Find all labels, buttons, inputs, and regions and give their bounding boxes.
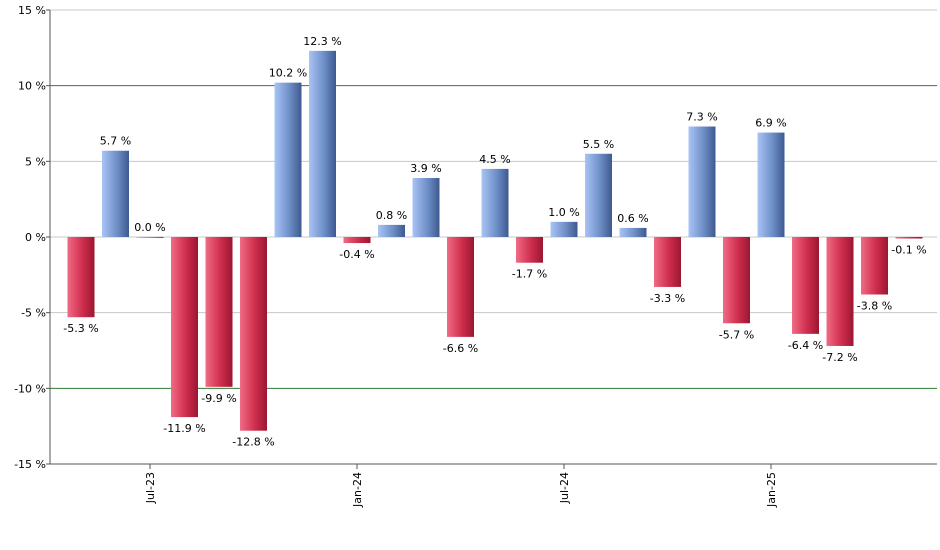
bar (688, 126, 716, 237)
bar (240, 237, 267, 431)
data-label: 1.0 % (548, 206, 579, 219)
data-label: 6.9 % (755, 117, 786, 130)
bar (171, 237, 198, 418)
x-tick-label: Jan-24 (351, 472, 364, 508)
bar (654, 237, 681, 287)
data-label: -5.7 % (719, 328, 754, 341)
x-tick-label: Jan-25 (765, 472, 778, 508)
bar (343, 237, 371, 244)
bar (205, 237, 233, 387)
bar (826, 237, 854, 346)
bar (895, 237, 923, 239)
bar (619, 227, 647, 237)
bar (136, 237, 164, 238)
data-label: 5.5 % (583, 138, 614, 151)
bar (792, 237, 819, 334)
data-label: 12.3 % (303, 35, 341, 48)
bar (481, 168, 509, 237)
data-label: 10.2 % (269, 67, 307, 80)
y-tick-label: -5 % (21, 307, 46, 320)
data-label: 0.6 % (617, 212, 648, 225)
data-label: -3.8 % (857, 300, 892, 313)
data-label: 0.8 % (376, 209, 407, 222)
data-label: -0.1 % (891, 244, 926, 257)
bars (67, 50, 923, 431)
data-label: -11.9 % (163, 422, 205, 435)
data-label: 5.7 % (100, 135, 131, 148)
x-tick-label: Jul-24 (558, 472, 571, 504)
data-label: 7.3 % (686, 111, 717, 124)
axes: 15 % 10 % 5 % 0 % -5 % -10 % -15 % Jul-23 Jan-24… (14, 4, 937, 508)
data-label: 3.9 % (410, 162, 441, 175)
data-label: -1.7 % (512, 268, 547, 281)
data-label: -6.6 % (443, 342, 478, 355)
x-tick-label: Jul-23 (144, 472, 157, 504)
y-tick-label: 0 % (25, 231, 46, 244)
data-label: -12.8 % (232, 436, 274, 449)
data-label: -5.3 % (63, 322, 98, 335)
y-tick-label: -10 % (14, 382, 46, 395)
bar (585, 153, 612, 237)
bar (309, 50, 336, 237)
data-label: 0.0 % (134, 221, 165, 234)
bar (274, 82, 302, 237)
bar (861, 237, 888, 295)
bar (550, 221, 578, 237)
y-tick-label: -15 % (14, 458, 46, 471)
bar (723, 237, 750, 324)
y-tick-label: 5 % (25, 155, 46, 168)
data-label: -3.3 % (650, 292, 685, 305)
bar (102, 150, 129, 237)
data-label: 4.5 % (479, 153, 510, 166)
data-label: -7.2 % (822, 351, 857, 364)
data-label: -0.4 % (339, 248, 374, 261)
bar (447, 237, 474, 337)
bar (412, 177, 440, 237)
bar (67, 237, 95, 318)
y-tick-label: 10 % (18, 80, 46, 93)
y-tick-label: 15 % (18, 4, 46, 17)
data-labels: -5.3 % 5.7 % 0.0 % -11.9 % -9.9 % -12.8 % 10.2… (63, 35, 926, 449)
data-label: -9.9 % (201, 392, 236, 405)
bar (757, 132, 785, 237)
bar (378, 224, 405, 237)
data-label: -6.4 % (788, 339, 823, 352)
bar (516, 237, 543, 263)
